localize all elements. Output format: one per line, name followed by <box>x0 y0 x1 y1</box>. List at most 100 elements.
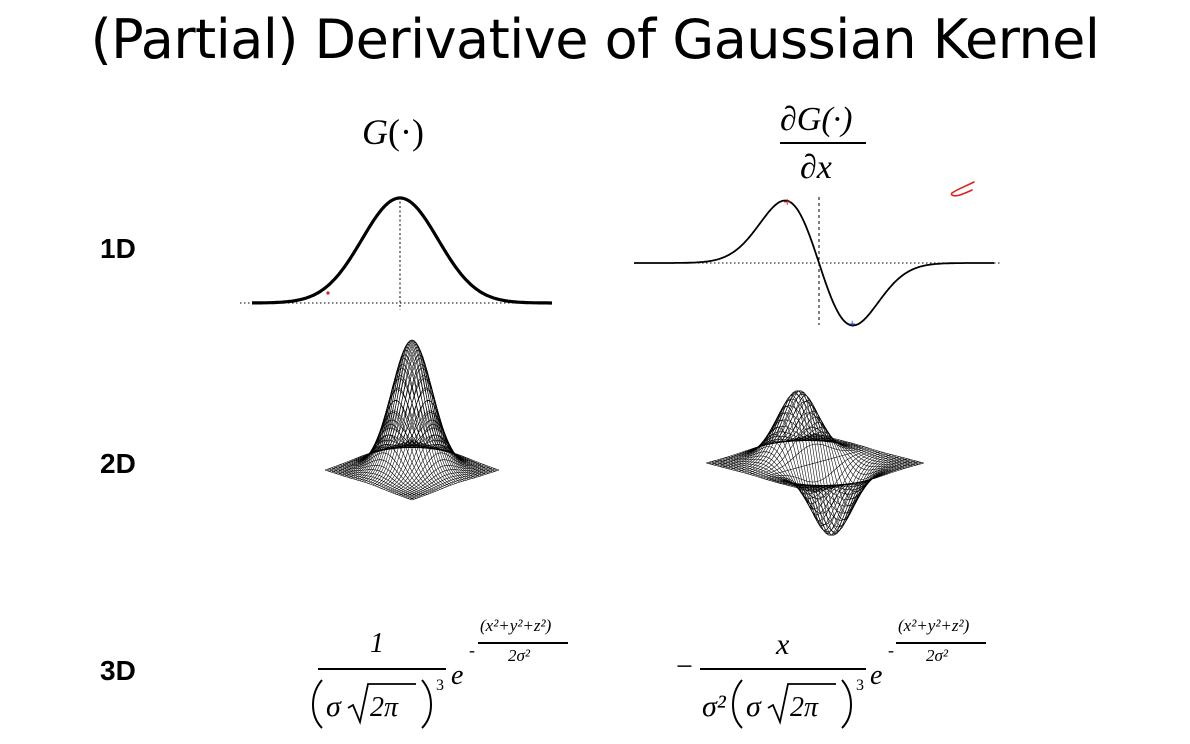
mesh-line <box>324 469 413 501</box>
mesh-line <box>719 458 829 490</box>
row-label-1d: 1D <box>100 233 136 264</box>
max-marker: + <box>783 197 791 208</box>
exp-numerator: (x²+y²+z²) <box>480 616 552 635</box>
exp-minus: - <box>469 640 475 660</box>
formula-fraction-bar <box>318 668 446 670</box>
mesh-line <box>348 424 437 492</box>
mesh-line <box>411 469 500 501</box>
mesh-line <box>398 465 486 496</box>
mesh-line <box>752 400 862 531</box>
mesh-line <box>763 448 873 483</box>
right-paren <box>421 679 432 729</box>
mesh-line <box>411 439 500 471</box>
mesh-line <box>340 459 428 495</box>
mesh-line <box>755 395 865 534</box>
gaussian-curve <box>252 196 552 305</box>
formula-sign: − <box>676 650 693 683</box>
gaussian-symbol: G <box>362 112 388 152</box>
gaussian-argument: (·) <box>388 112 424 152</box>
mesh-line <box>401 465 489 497</box>
mesh-line <box>342 452 430 494</box>
mesh-line <box>324 439 413 471</box>
mesh-line <box>738 433 848 504</box>
mesh-line <box>387 424 476 492</box>
derivative-curve <box>634 199 994 327</box>
formula-denominator: σ² σ 2π 3 <box>702 677 864 729</box>
slide-title: (Partial) Derivative of Gaussian Kernel <box>90 8 1100 71</box>
sqrt-sign <box>767 683 836 726</box>
formula-denominator: σ 2π 3 <box>312 677 444 729</box>
mesh-line <box>327 468 415 500</box>
mesh-line <box>383 389 471 480</box>
mesh-line <box>359 364 447 488</box>
mesh-line <box>366 341 454 485</box>
mesh-line <box>714 460 824 491</box>
two-pi: 2π <box>370 692 399 723</box>
mesh-line <box>342 434 430 476</box>
mesh-line <box>708 461 818 492</box>
mesh-line <box>812 462 922 492</box>
exp-base: e <box>870 660 883 691</box>
mesh-line <box>331 467 419 498</box>
mesh-line <box>407 468 495 499</box>
mesh-line <box>333 466 421 498</box>
pen-annotation-mark <box>950 181 975 197</box>
sqrt-sign <box>347 683 416 726</box>
exp-base: e <box>451 660 464 691</box>
left-paren <box>732 679 743 729</box>
mesh-line <box>409 468 497 500</box>
mesh-line <box>760 390 870 536</box>
mesh-line <box>779 453 889 536</box>
mesh-line <box>814 462 924 493</box>
cube-power: 3 <box>436 677 444 694</box>
two-pi: 2π <box>790 692 819 723</box>
mesh-line <box>768 450 878 514</box>
mesh-line <box>344 444 432 494</box>
mesh-line <box>806 460 916 491</box>
mesh-line <box>733 446 843 495</box>
mesh-line <box>377 364 465 488</box>
mesh-line <box>396 459 484 495</box>
min-marker: + <box>848 319 856 330</box>
mesh-line <box>405 467 493 498</box>
mesh-line <box>757 392 867 536</box>
mesh-line <box>722 458 832 489</box>
sigma-symbol: σ <box>326 690 342 723</box>
mesh-line <box>338 465 426 496</box>
mesh-line <box>394 434 482 476</box>
formula-fraction-bar <box>700 668 866 670</box>
formula-numerator: 1 <box>370 628 384 659</box>
mesh-line <box>801 459 911 491</box>
sample-marker <box>326 291 330 295</box>
mesh-line <box>717 459 826 490</box>
mesh-line <box>329 468 417 499</box>
derivative-1d-plot: + + <box>634 197 1000 330</box>
row-label-2d: 2D <box>100 448 136 479</box>
mesh-line <box>738 393 848 472</box>
formula-numerator: x <box>776 628 790 661</box>
gaussian-2d-surface <box>324 339 500 501</box>
mesh-line <box>804 459 913 490</box>
mesh-line <box>706 462 816 493</box>
mesh-line <box>749 405 859 526</box>
left-paren <box>312 679 323 729</box>
cube-power: 3 <box>856 677 864 694</box>
exp-numerator: (x²+y²+z²) <box>898 616 970 635</box>
mesh-line <box>361 354 450 487</box>
mesh-line <box>394 452 482 494</box>
derivative-numerator: ∂G(·) <box>780 101 853 138</box>
mesh-line <box>711 461 821 492</box>
gaussian-1d-plot <box>240 196 552 310</box>
exp-fraction-bar <box>478 642 568 644</box>
sigma-squared: σ² <box>702 690 727 723</box>
exp-denominator: 2σ² <box>508 646 530 665</box>
mesh-line <box>782 454 892 533</box>
mesh-line <box>335 465 423 497</box>
mesh-line <box>364 346 452 486</box>
right-paren <box>841 679 852 729</box>
mesh-line <box>390 434 478 493</box>
mesh-line <box>353 389 441 480</box>
exp-minus: - <box>888 640 894 660</box>
row-label-3d: 3D <box>100 655 136 686</box>
mesh-line <box>374 354 463 487</box>
